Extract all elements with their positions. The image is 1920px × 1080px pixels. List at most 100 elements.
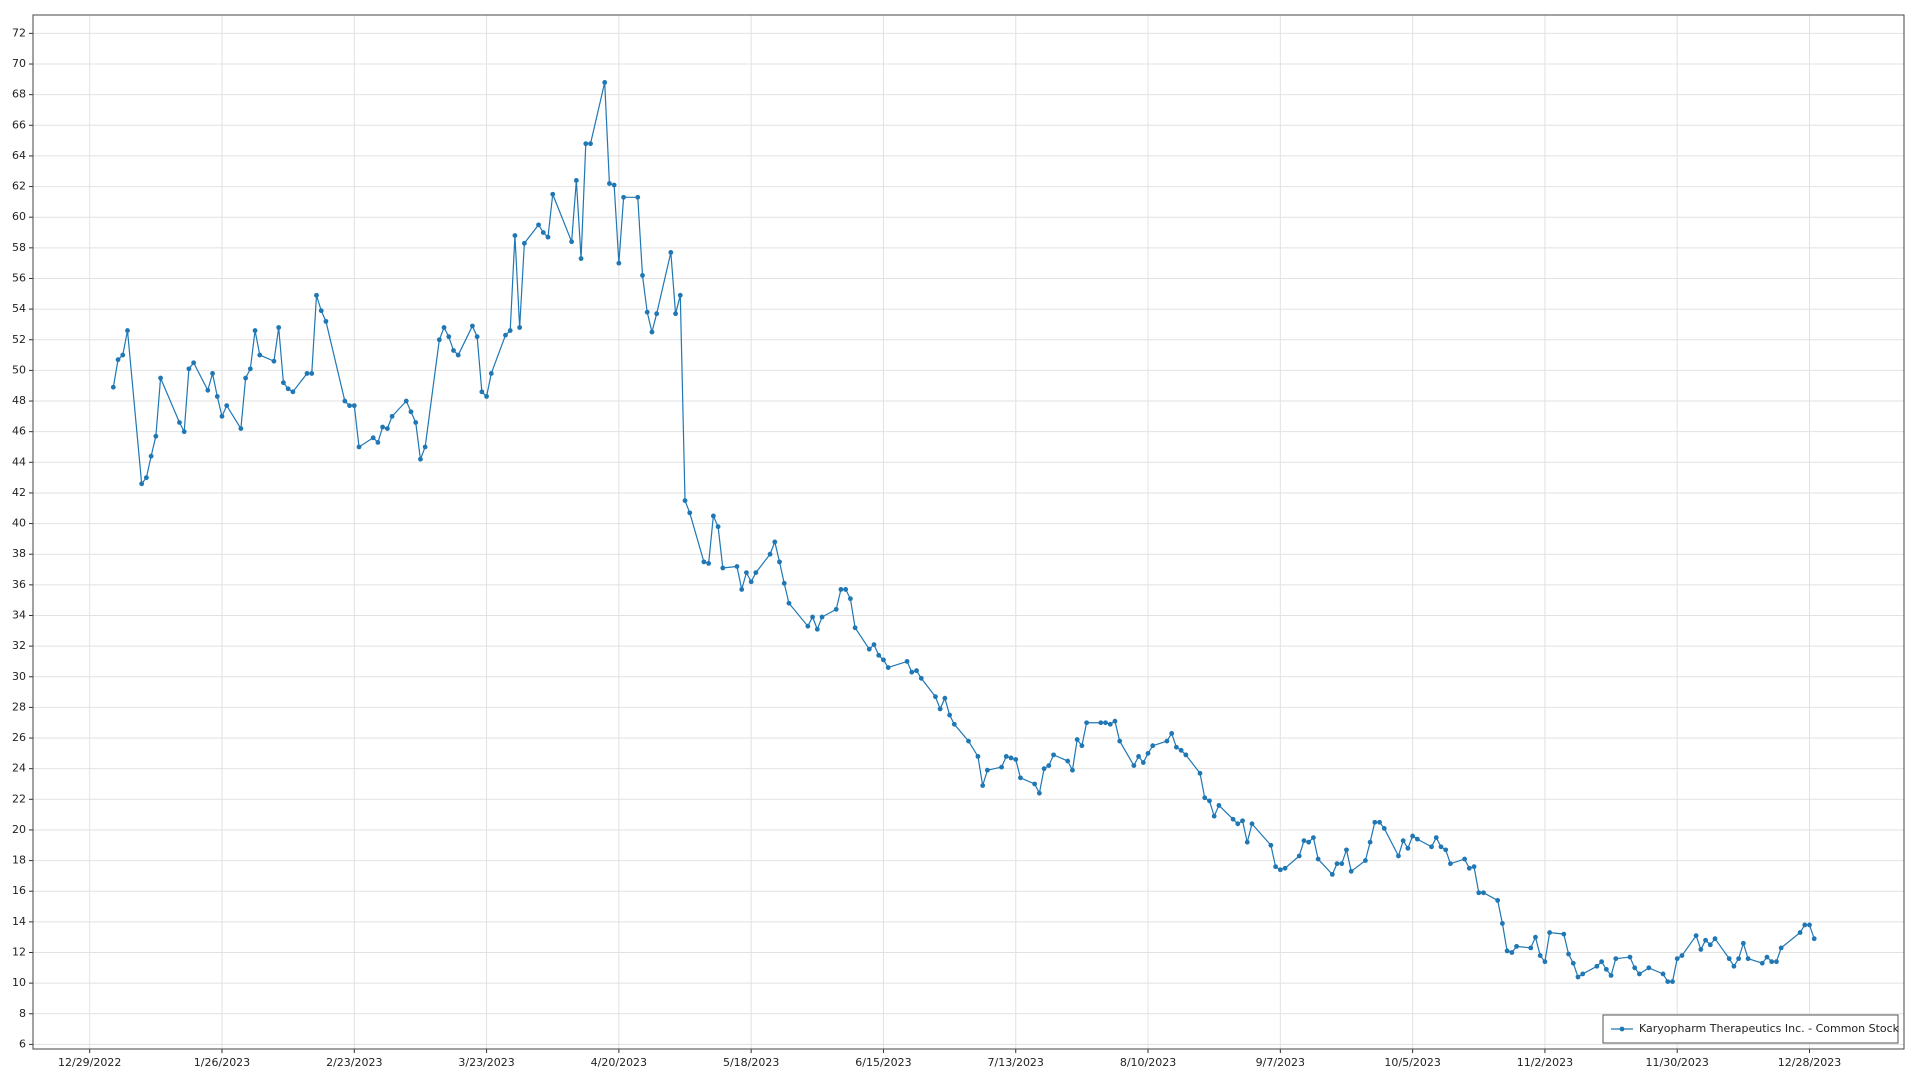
point bbox=[1698, 947, 1704, 952]
point bbox=[1197, 770, 1203, 776]
point bbox=[1112, 718, 1118, 724]
point bbox=[1131, 763, 1137, 769]
point bbox=[876, 652, 882, 658]
point bbox=[1466, 865, 1472, 871]
point bbox=[1509, 950, 1515, 955]
point bbox=[370, 435, 376, 441]
point bbox=[1707, 942, 1713, 948]
point bbox=[1306, 839, 1312, 845]
point bbox=[1570, 960, 1576, 966]
point bbox=[418, 456, 423, 462]
point bbox=[115, 357, 121, 363]
point bbox=[1013, 757, 1019, 762]
point bbox=[1381, 826, 1387, 831]
y-tick-label: 46 bbox=[12, 425, 26, 438]
point bbox=[1329, 871, 1335, 877]
point bbox=[1268, 842, 1274, 848]
point bbox=[1282, 865, 1288, 871]
y-tick-label: 12 bbox=[12, 945, 26, 958]
point bbox=[904, 659, 910, 664]
y-tick-label: 34 bbox=[12, 608, 26, 621]
point bbox=[1594, 963, 1600, 969]
point bbox=[1065, 758, 1071, 764]
y-tick-label: 32 bbox=[12, 639, 26, 652]
point bbox=[687, 510, 693, 516]
point bbox=[1107, 721, 1113, 727]
point bbox=[1202, 795, 1208, 801]
point bbox=[640, 273, 645, 278]
point bbox=[1339, 861, 1345, 867]
point bbox=[1613, 956, 1619, 962]
point bbox=[1098, 720, 1104, 726]
point bbox=[573, 178, 579, 183]
point bbox=[1778, 945, 1784, 951]
point bbox=[318, 308, 324, 314]
x-tick-label: 9/7/2023 bbox=[1256, 1056, 1305, 1069]
x-tick-label: 12/28/2023 bbox=[1778, 1056, 1841, 1069]
plot-frame bbox=[32, 14, 1905, 1050]
point bbox=[1216, 803, 1222, 808]
x-tick-label: 2/23/2023 bbox=[326, 1056, 382, 1069]
point bbox=[1150, 743, 1156, 749]
x-tick-label: 4/20/2023 bbox=[591, 1056, 647, 1069]
y-tick-label: 72 bbox=[12, 26, 26, 39]
point bbox=[181, 429, 187, 435]
point bbox=[744, 570, 749, 575]
point bbox=[545, 234, 551, 240]
point bbox=[1036, 790, 1042, 796]
y-tick-label: 40 bbox=[12, 517, 26, 530]
y-tick-label: 64 bbox=[12, 149, 26, 162]
point bbox=[219, 413, 225, 419]
point bbox=[1103, 720, 1108, 726]
point bbox=[569, 239, 575, 245]
point bbox=[1414, 836, 1420, 842]
y-tick-label: 60 bbox=[12, 210, 26, 223]
point bbox=[649, 329, 655, 335]
point bbox=[781, 580, 787, 586]
point bbox=[677, 292, 683, 298]
x-tick-label: 11/2/2023 bbox=[1517, 1056, 1573, 1069]
point bbox=[309, 371, 315, 376]
point bbox=[621, 194, 626, 200]
point bbox=[715, 524, 721, 530]
point bbox=[148, 453, 154, 459]
point bbox=[1448, 861, 1453, 867]
point bbox=[1660, 971, 1666, 977]
point bbox=[1443, 847, 1449, 853]
point bbox=[1679, 953, 1685, 958]
point bbox=[1476, 890, 1482, 896]
point bbox=[1608, 973, 1614, 978]
point bbox=[1296, 853, 1302, 859]
point bbox=[748, 579, 754, 585]
point bbox=[682, 498, 688, 503]
point bbox=[852, 625, 858, 631]
x-tick-label: 12/29/2022 bbox=[58, 1056, 121, 1069]
point bbox=[1514, 943, 1519, 949]
point bbox=[517, 325, 523, 330]
point bbox=[1533, 934, 1538, 940]
point bbox=[1183, 752, 1189, 758]
point bbox=[1646, 965, 1652, 971]
point bbox=[1811, 936, 1817, 942]
point bbox=[772, 539, 778, 545]
point bbox=[810, 614, 815, 620]
point bbox=[1731, 963, 1737, 969]
point bbox=[1462, 856, 1467, 862]
point bbox=[1802, 922, 1808, 928]
point bbox=[673, 311, 678, 317]
point bbox=[347, 403, 352, 409]
point bbox=[1173, 744, 1179, 750]
point bbox=[238, 426, 244, 431]
point bbox=[1046, 763, 1052, 769]
y-tick-label: 62 bbox=[12, 180, 26, 193]
point bbox=[408, 409, 414, 415]
point bbox=[484, 394, 489, 399]
point bbox=[1547, 930, 1553, 935]
y-tick-label: 58 bbox=[12, 241, 26, 254]
y-tick-label: 48 bbox=[12, 394, 26, 407]
point bbox=[356, 444, 362, 450]
point bbox=[1117, 738, 1123, 744]
point bbox=[1405, 845, 1411, 851]
point bbox=[384, 426, 390, 431]
point bbox=[205, 387, 211, 393]
